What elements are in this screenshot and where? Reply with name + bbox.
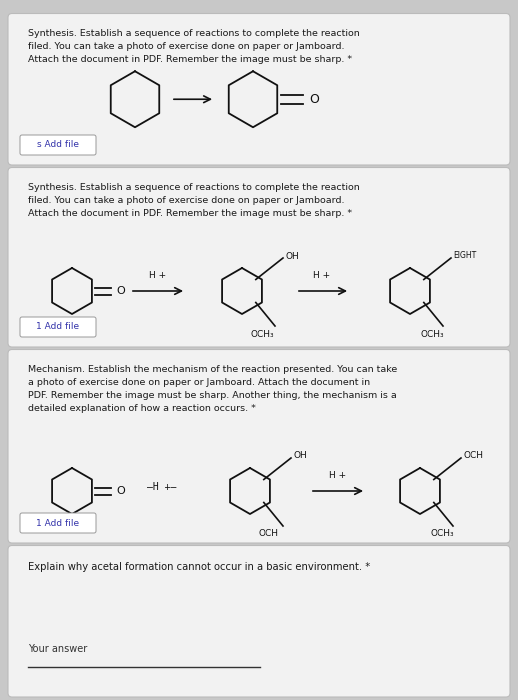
FancyBboxPatch shape: [20, 317, 96, 337]
Text: OH: OH: [293, 452, 307, 461]
FancyBboxPatch shape: [8, 349, 510, 543]
Text: O: O: [116, 286, 125, 296]
Text: Synthesis. Establish a sequence of reactions to complete the reaction
filed. You: Synthesis. Establish a sequence of react…: [28, 183, 359, 218]
FancyBboxPatch shape: [20, 513, 96, 533]
Text: OCH: OCH: [259, 529, 279, 538]
Text: Mechanism. Establish the mechanism of the reaction presented. You can take
a pho: Mechanism. Establish the mechanism of th…: [28, 365, 397, 413]
Text: 1 Add file: 1 Add file: [36, 323, 80, 332]
Text: O: O: [309, 92, 319, 106]
Text: Synthesis. Establish a sequence of reactions to complete the reaction
filed. You: Synthesis. Establish a sequence of react…: [28, 29, 359, 64]
Text: Explain why acetal formation cannot occur in a basic environment. *: Explain why acetal formation cannot occu…: [28, 561, 370, 571]
Text: OCH: OCH: [463, 452, 483, 461]
Text: 1 Add file: 1 Add file: [36, 519, 80, 528]
Text: H +: H +: [313, 270, 330, 279]
FancyBboxPatch shape: [8, 13, 510, 165]
Text: O: O: [116, 486, 125, 496]
FancyBboxPatch shape: [20, 135, 96, 155]
Text: OCH₃: OCH₃: [251, 330, 275, 339]
Text: H +: H +: [149, 270, 167, 279]
Text: EIGHT: EIGHT: [453, 251, 476, 260]
Text: Your answer: Your answer: [28, 644, 87, 654]
Text: OCH₃: OCH₃: [420, 330, 444, 339]
Text: OH: OH: [285, 251, 299, 260]
Text: s Add file: s Add file: [37, 141, 79, 150]
FancyBboxPatch shape: [8, 545, 510, 697]
Text: OCH₃: OCH₃: [430, 529, 454, 538]
Text: H +: H +: [329, 470, 347, 480]
FancyBboxPatch shape: [8, 167, 510, 347]
Text: –H +–: –H +–: [147, 482, 177, 492]
